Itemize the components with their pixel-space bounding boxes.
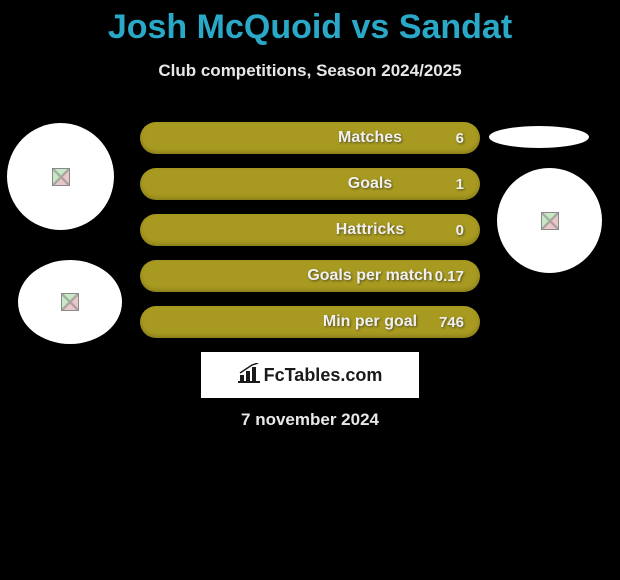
broken-image-icon <box>52 168 70 186</box>
stat-value: 0.17 <box>435 268 464 285</box>
player-avatar-placeholder <box>497 168 602 273</box>
page-subtitle: Club competitions, Season 2024/2025 <box>0 61 620 81</box>
chart-icon <box>238 363 260 388</box>
decorative-ellipse <box>489 126 589 148</box>
broken-image-icon <box>61 293 79 311</box>
stat-label: Goals per match <box>140 267 480 285</box>
page-title: Josh McQuoid vs Sandat <box>0 0 620 47</box>
logo-text: FcTables.com <box>238 363 383 388</box>
stat-label: Min per goal <box>140 313 480 331</box>
stat-value: 6 <box>456 130 464 147</box>
stat-label: Goals <box>140 175 480 193</box>
stat-row-hattricks: Hattricks 0 <box>140 214 480 246</box>
stat-label: Hattricks <box>140 221 480 239</box>
date-label: 7 november 2024 <box>0 410 620 430</box>
player-avatar-placeholder <box>18 260 122 344</box>
stat-value: 0 <box>456 222 464 239</box>
stat-row-goals: Goals 1 <box>140 168 480 200</box>
stat-value: 1 <box>456 176 464 193</box>
stat-row-goals-per-match: Goals per match 0.17 <box>140 260 480 292</box>
logo-label: FcTables.com <box>264 365 383 386</box>
stat-row-min-per-goal: Min per goal 746 <box>140 306 480 338</box>
logo-box: FcTables.com <box>201 352 419 398</box>
stats-container: Matches 6 Goals 1 Hattricks 0 Goals per … <box>140 122 480 352</box>
stat-row-matches: Matches 6 <box>140 122 480 154</box>
broken-image-icon <box>541 212 559 230</box>
player-avatar-placeholder <box>7 123 114 230</box>
stat-label: Matches <box>140 129 480 147</box>
stat-value: 746 <box>439 314 464 331</box>
